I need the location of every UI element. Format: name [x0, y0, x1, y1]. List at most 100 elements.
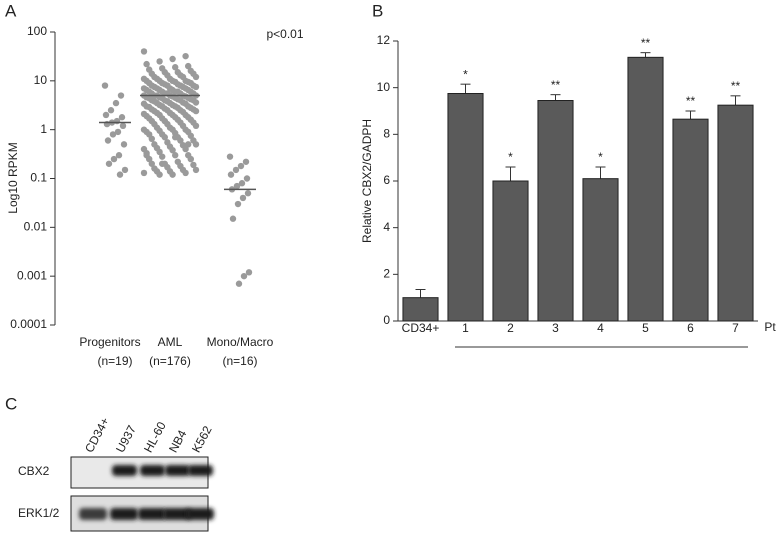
panel-label: C — [5, 394, 17, 413]
dot — [102, 111, 110, 119]
bar — [447, 93, 484, 322]
dot — [159, 153, 166, 160]
bar — [582, 178, 619, 322]
x-tick-label: Mono/Macro — [207, 335, 274, 349]
y-tick-label: 0 — [383, 313, 390, 327]
y-tick-label: 2 — [383, 267, 390, 281]
n-label: (n=16) — [222, 354, 257, 368]
dot — [233, 182, 241, 190]
dot — [234, 200, 242, 208]
y-tick-label: 8 — [383, 127, 390, 141]
bar — [537, 100, 574, 322]
dot — [116, 171, 124, 178]
row-label: ERK1/2 — [18, 506, 60, 520]
lane-label: NB4 — [166, 427, 189, 454]
dot — [185, 141, 192, 148]
dot — [232, 166, 240, 174]
x-tick-label: Progenitors — [79, 335, 140, 349]
x-tick-label: AML — [158, 335, 183, 349]
dot — [169, 55, 176, 63]
y-tick-label: 0.1 — [30, 171, 47, 185]
significance: * — [598, 150, 603, 164]
n-label: (n=19) — [97, 354, 132, 368]
dot — [235, 280, 243, 287]
dot — [172, 134, 179, 141]
significance: ** — [731, 79, 741, 93]
dot — [187, 155, 194, 163]
dot — [140, 48, 148, 55]
significance: ** — [551, 78, 561, 92]
y-tick-label: 1 — [40, 122, 47, 136]
y-tick-label: 12 — [377, 33, 391, 47]
dot — [192, 141, 200, 148]
x-tick-label: 5 — [642, 321, 649, 335]
band — [165, 465, 190, 476]
dot — [143, 152, 150, 159]
dot — [105, 160, 113, 167]
dot — [227, 171, 235, 178]
dot — [192, 83, 200, 91]
dot — [156, 148, 163, 156]
panel-label: A — [5, 1, 17, 20]
bar — [717, 104, 754, 322]
dot — [119, 122, 127, 129]
x-tick-label: 1 — [462, 321, 469, 335]
x-tick-label: 7 — [732, 321, 739, 335]
dot — [192, 99, 200, 106]
dot — [229, 215, 237, 222]
n-label: (n=176) — [149, 354, 191, 368]
dot — [118, 114, 126, 121]
y-tick-label: 10 — [34, 73, 48, 87]
y-tick-label: 100 — [27, 24, 47, 38]
dot — [187, 132, 194, 139]
dot — [114, 128, 122, 136]
panel-label: B — [372, 1, 383, 20]
dot — [192, 73, 200, 81]
dot — [159, 160, 166, 167]
dot — [242, 158, 250, 165]
dot — [148, 160, 155, 167]
band — [112, 465, 137, 476]
dot — [239, 194, 247, 202]
dot — [243, 175, 251, 182]
dot — [192, 107, 200, 115]
dot — [240, 272, 248, 280]
dot — [238, 180, 246, 187]
dot — [101, 82, 109, 89]
band — [188, 465, 213, 476]
dot — [226, 153, 234, 160]
lane-label: HL-60 — [141, 419, 169, 455]
dot — [245, 269, 253, 276]
x-tick-label: 6 — [687, 321, 694, 335]
group-label: Pt — [764, 320, 776, 334]
dot — [192, 166, 200, 174]
lane-label: U937 — [113, 423, 139, 455]
y-tick-label: 6 — [383, 173, 390, 187]
dot — [148, 135, 155, 143]
blot-bands — [79, 465, 214, 520]
significance: * — [463, 67, 468, 81]
band — [163, 508, 191, 520]
bar — [492, 180, 529, 322]
x-tick-label: 2 — [507, 321, 514, 335]
band — [140, 465, 165, 476]
dot — [120, 141, 128, 148]
lane-label: K562 — [189, 423, 215, 455]
x-tick-label: 3 — [552, 321, 559, 335]
dot — [121, 166, 129, 174]
significance: * — [508, 150, 513, 164]
dot — [169, 146, 176, 154]
significance: ** — [686, 94, 696, 108]
y-tick-label: 0.01 — [24, 220, 48, 234]
y-tick-label: 10 — [377, 80, 391, 94]
dot — [182, 145, 189, 153]
y-axis-label: Log10 RPKM — [6, 142, 20, 213]
y-tick-label: 4 — [383, 220, 390, 234]
y-tick-label: 0.001 — [17, 268, 47, 282]
dot — [190, 161, 197, 169]
dot — [172, 64, 179, 71]
dot — [117, 92, 125, 99]
dot — [192, 122, 200, 129]
dot — [115, 152, 123, 159]
dot — [161, 134, 168, 141]
